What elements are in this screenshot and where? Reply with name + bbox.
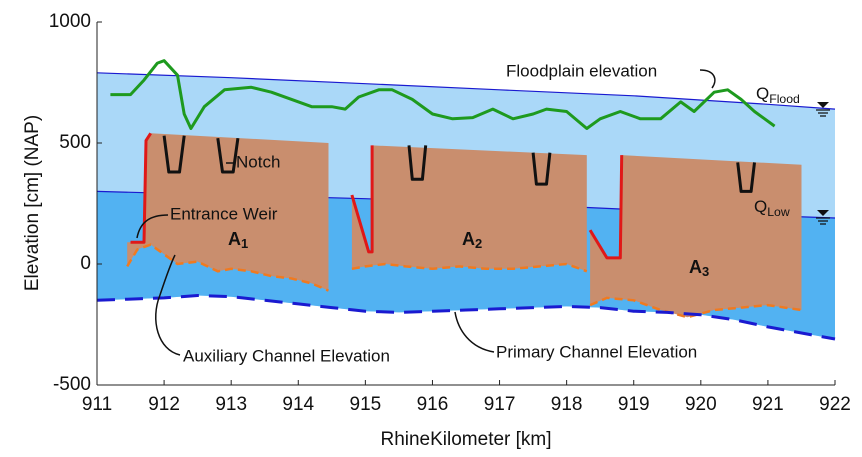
x-tick-label: 919	[618, 394, 650, 415]
x-tick-label: 918	[551, 394, 583, 415]
y-tick-label: 500	[59, 132, 91, 153]
series-line	[162, 135, 756, 193]
leader	[155, 254, 181, 356]
section-label-main: A	[689, 257, 702, 277]
section-label-sub: 3	[702, 264, 709, 279]
water-symbol-lines	[816, 109, 830, 117]
auxiliary-channel-line	[126, 243, 329, 292]
section-label: A3	[689, 257, 709, 280]
water-level-label-sub: Low	[767, 205, 790, 219]
y-tick-label: -500	[53, 374, 91, 395]
auxiliary-section	[590, 155, 802, 318]
water-level-label-sub: Flood	[769, 92, 800, 106]
water-level-label-main: Q	[756, 84, 769, 103]
x-tick-label: 921	[752, 394, 784, 415]
annotation: Floodplain elevation	[506, 61, 657, 80]
x-tick-label: 917	[484, 394, 516, 415]
leader	[699, 69, 716, 89]
x-tick-label: 913	[215, 394, 247, 415]
auxiliary-section	[351, 145, 587, 272]
annotation: Notch	[236, 152, 280, 171]
series-line	[110, 59, 776, 130]
section-label: A1	[228, 229, 248, 252]
section-label-sub: 2	[475, 236, 482, 251]
section-label-sub: 1	[241, 236, 248, 251]
y-tick-label: 1000	[49, 11, 91, 32]
annotation: Primary Channel Elevation	[496, 342, 697, 361]
x-tick-label: 911	[82, 394, 112, 415]
annotation: Auxiliary Channel Elevation	[183, 346, 390, 365]
section-label: A2	[462, 229, 482, 252]
leader	[454, 311, 495, 353]
water-level-label: QFlood	[756, 84, 800, 106]
section-label-main: A	[462, 229, 475, 249]
x-tick-label: 922	[819, 394, 851, 415]
auxiliary-channel-line	[351, 262, 588, 273]
x-tick-label: 914	[282, 394, 314, 415]
x-tick-label: 920	[685, 394, 717, 415]
water-level-line	[96, 72, 836, 110]
water-symbol	[817, 102, 829, 108]
series-line	[130, 132, 624, 260]
section-label-main: A	[228, 229, 241, 249]
water-level-label: QLow	[754, 197, 790, 219]
auxiliary-channel-line	[589, 296, 802, 319]
x-axis-label: RhineKilometer [km]	[380, 429, 551, 450]
x-tick-label: 916	[417, 394, 449, 415]
y-axis-label: Elevation [cm] (NAP)	[22, 115, 43, 291]
leader	[136, 214, 169, 239]
y-tick-label: 0	[80, 253, 91, 274]
water-level-label-main: Q	[754, 197, 767, 216]
water-symbol	[817, 210, 829, 216]
x-tick-label: 912	[148, 394, 180, 415]
series-line	[96, 294, 836, 341]
annotation: Entrance Weir	[170, 204, 278, 223]
water-symbol-lines	[816, 217, 830, 225]
x-tick-label: 915	[350, 394, 382, 415]
